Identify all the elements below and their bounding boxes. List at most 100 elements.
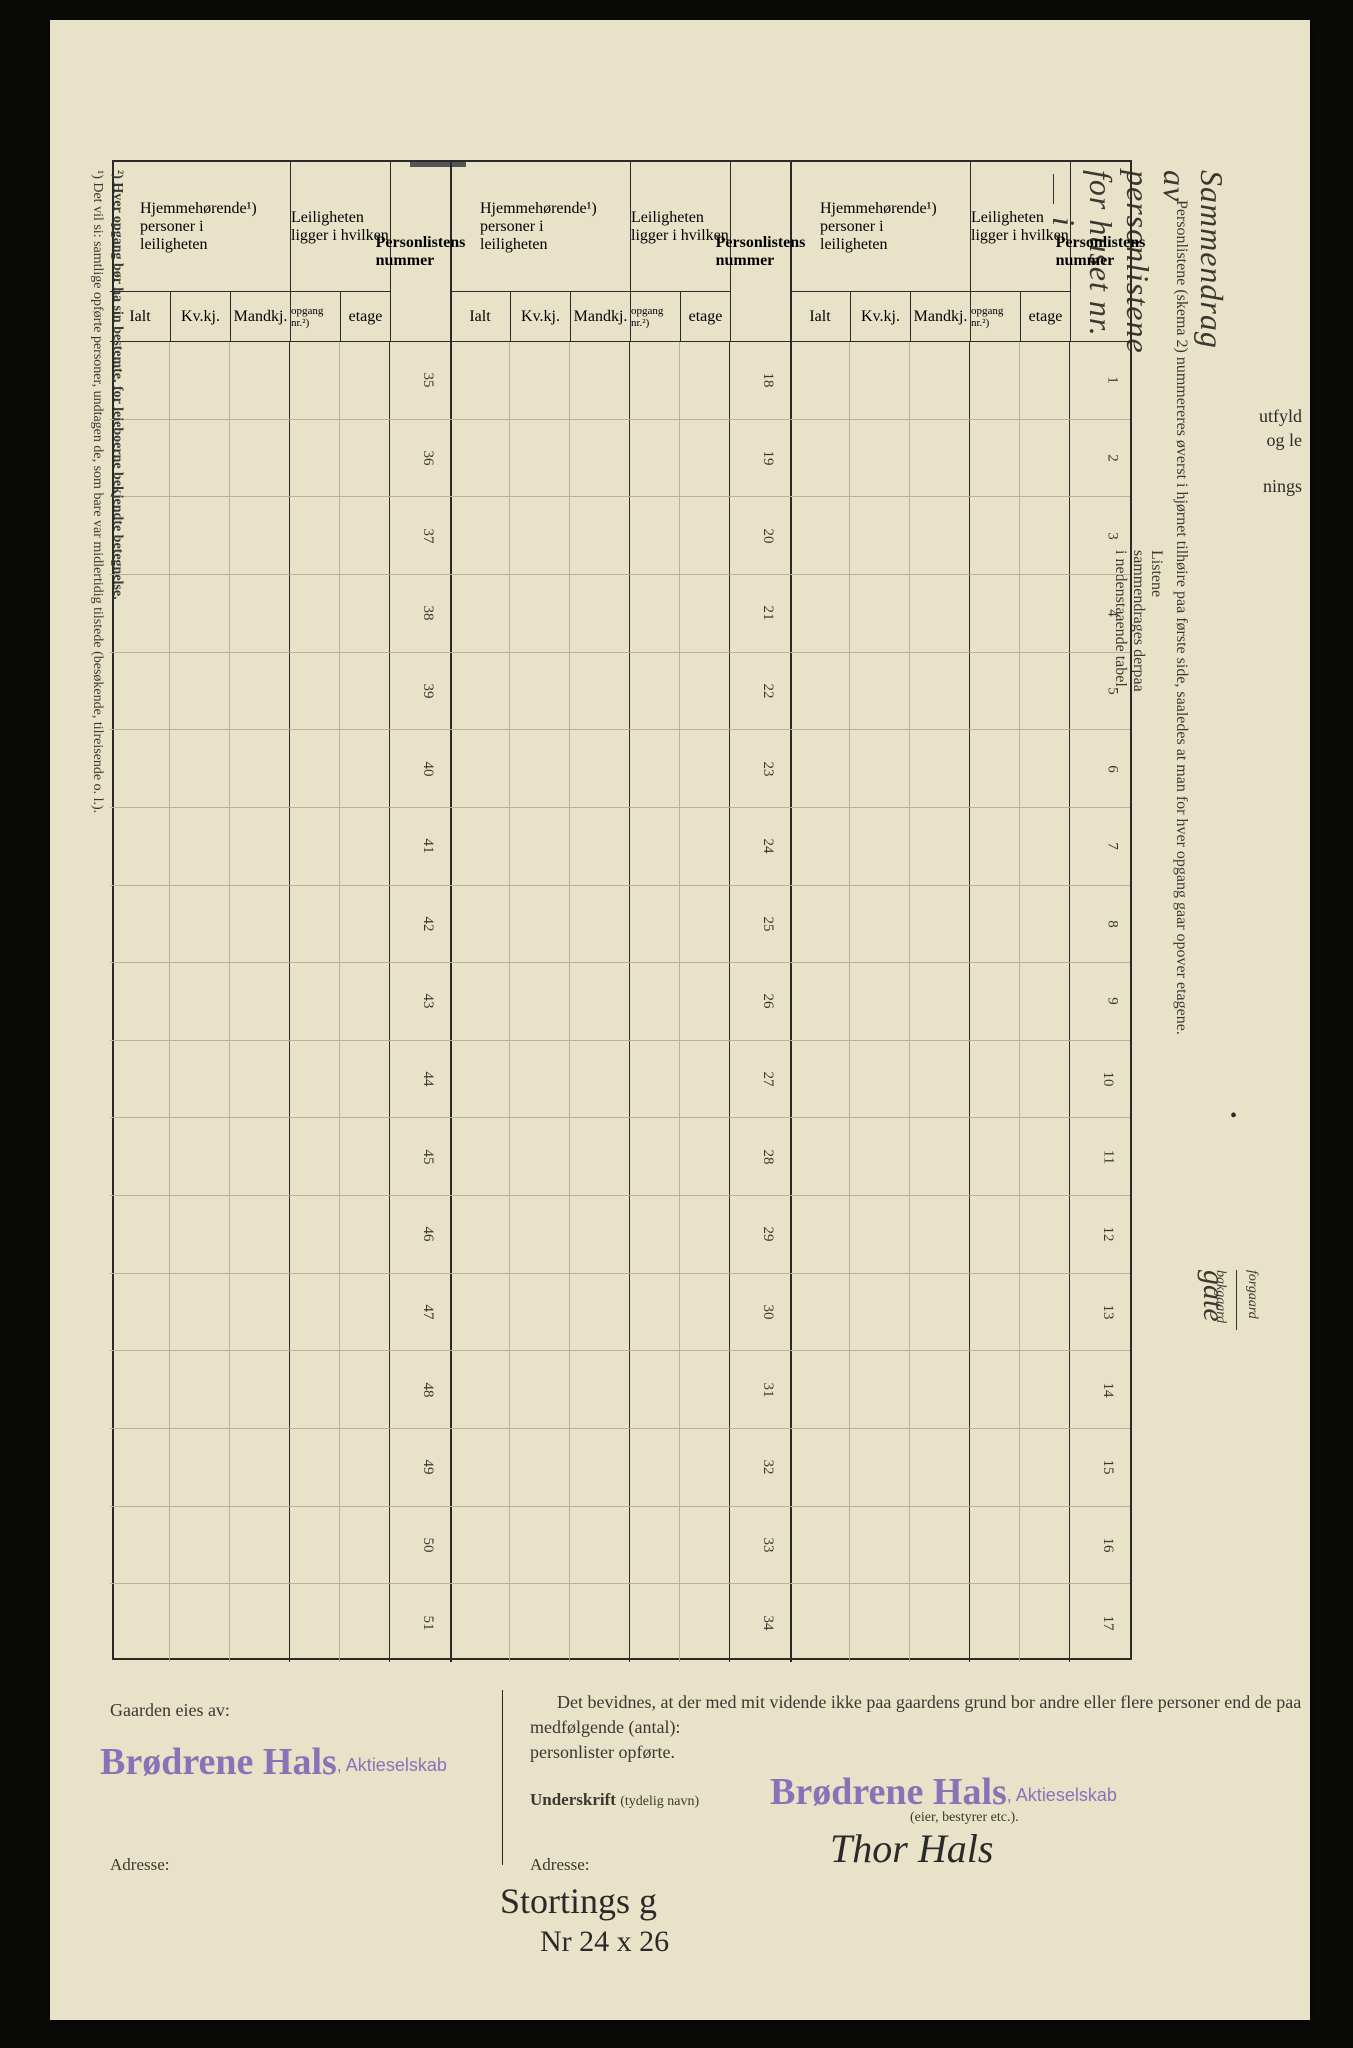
table-row: 16 <box>790 1507 1130 1585</box>
gaard-divider <box>1236 1270 1237 1330</box>
hdr-kvkj-g1: Kv.kj. <box>850 292 910 342</box>
row-number: 37 <box>419 528 436 543</box>
body-rows-g2: 1819202122232425262728293031323334 <box>450 342 790 1662</box>
table-row: 6 <box>790 730 1130 808</box>
table-row: 29 <box>450 1196 790 1274</box>
row-number: 7 <box>1103 842 1120 850</box>
edge-text-utfyld: utfyld <box>1259 406 1302 427</box>
row-number: 29 <box>759 1227 776 1242</box>
row-number: 44 <box>419 1072 436 1087</box>
hdr-opgang-g3: opgang nr.²) <box>290 292 340 342</box>
hdr-leiligheten-g3: Leiligheten ligger i hvilken <box>290 162 390 292</box>
table-row: 43 <box>110 963 450 1041</box>
table-row: 38 <box>110 575 450 653</box>
row-number: 13 <box>1099 1305 1116 1320</box>
row-number: 27 <box>759 1072 776 1087</box>
table-row: 34 <box>450 1584 790 1662</box>
owner-stamp-2: Brødrene Hals, Aktieselskab <box>770 1770 1117 1814</box>
table-row: 48 <box>110 1351 450 1429</box>
hdr-opgang-g1: opgang nr.²) <box>970 292 1020 342</box>
table-row: 21 <box>450 575 790 653</box>
table-row: 10 <box>790 1041 1130 1119</box>
table-row: 28 <box>450 1118 790 1196</box>
row-number: 15 <box>1099 1460 1116 1475</box>
row-number: 39 <box>419 683 436 698</box>
row-number: 36 <box>419 450 436 465</box>
row-number: 3 <box>1103 532 1120 540</box>
table-row: 31 <box>450 1351 790 1429</box>
hdr-etage-g3: etage <box>340 292 390 342</box>
table-row: 46 <box>110 1196 450 1274</box>
row-number: 11 <box>1099 1150 1116 1164</box>
row-number: 23 <box>759 761 776 776</box>
hdr-mandkj-g1: Mandkj. <box>910 292 970 342</box>
personlister-line: personlister opførte. <box>530 1742 675 1762</box>
row-number: 32 <box>759 1460 776 1475</box>
row-number: 48 <box>419 1382 436 1397</box>
table-row: 44 <box>110 1041 450 1119</box>
row-number: 21 <box>759 606 776 621</box>
table-row: 24 <box>450 808 790 886</box>
row-number: 50 <box>419 1538 436 1553</box>
row-number: 14 <box>1099 1382 1116 1397</box>
row-number: 33 <box>759 1538 776 1553</box>
row-number: 35 <box>419 373 436 388</box>
row-number: 46 <box>419 1227 436 1242</box>
table-row: 13 <box>790 1274 1130 1352</box>
table-row: 19 <box>450 420 790 498</box>
stamp-suffix: , Aktieselskab <box>337 1755 447 1775</box>
col-group-2: Personlistens nummer Leiligheten ligger … <box>450 162 790 1662</box>
table-row: 33 <box>450 1507 790 1585</box>
table-row: 30 <box>450 1274 790 1352</box>
row-number: 20 <box>759 528 776 543</box>
hdr-mandkj-g2: Mandkj. <box>570 292 630 342</box>
table-row: 11 <box>790 1118 1130 1196</box>
sub-instruction-1: Personlistene (skema 2) nummereres øvers… <box>1172 200 1190 1035</box>
stamp-name-2: Brødrene Hals <box>770 1771 1007 1813</box>
hdr-leiligheten-g2: Leiligheten ligger i hvilken <box>630 162 730 292</box>
forgaard-label: forgaard <box>1245 1270 1260 1319</box>
bakgaard-label: bakgaard <box>1213 1270 1228 1323</box>
gaard-labels: forgaard bakgaard <box>1212 1270 1260 1330</box>
bevidnes-line: Det bevidnes, at der med mit vidende ikk… <box>530 1692 1301 1737</box>
table-row: 51 <box>110 1584 450 1662</box>
table-row: 23 <box>450 730 790 808</box>
table-row: 17 <box>790 1584 1130 1662</box>
table-row: 26 <box>450 963 790 1041</box>
table-row: 37 <box>110 497 450 575</box>
table-row: 1 <box>790 342 1130 420</box>
row-number: 38 <box>419 606 436 621</box>
row-number: 5 <box>1103 687 1120 695</box>
adresse-label-1: Adresse: <box>110 1855 169 1875</box>
table-row: 42 <box>110 886 450 964</box>
row-number: 8 <box>1103 920 1120 928</box>
hdr-personlistens-g3: Personlistens nummer <box>390 162 450 342</box>
row-number: 41 <box>419 839 436 854</box>
stamp-name: Brødrene Hals <box>100 1741 337 1783</box>
hdr-opgang-g2: opgang nr.²) <box>630 292 680 342</box>
hdr-hjemme-g2: Hjemmehørende¹) personer i leiligheten <box>450 162 630 292</box>
row-number: 30 <box>759 1305 776 1320</box>
hdr-kvkj-g2: Kv.kj. <box>510 292 570 342</box>
row-number: 12 <box>1099 1227 1116 1242</box>
body-rows-g1: 1234567891011121314151617 <box>790 342 1130 1662</box>
row-number: 28 <box>759 1149 776 1164</box>
table-row: 40 <box>110 730 450 808</box>
table-row: 35 <box>110 342 450 420</box>
row-number: 31 <box>759 1382 776 1397</box>
table-row: 12 <box>790 1196 1130 1274</box>
row-number: 47 <box>419 1305 436 1320</box>
col-group-3: Personlistens nummer Leiligheten ligger … <box>110 162 450 1662</box>
footnote-1: ¹) Det vil si: samtlige opførte personer… <box>89 170 105 813</box>
table-row: 50 <box>110 1507 450 1585</box>
row-number: 45 <box>419 1149 436 1164</box>
hdr-personlistens-g2: Personlistens nummer <box>730 162 790 342</box>
table-row: 8 <box>790 886 1130 964</box>
summary-table: Personlistens nummer Leiligheten ligger … <box>112 160 1132 1660</box>
table-row: 47 <box>110 1274 450 1352</box>
dot-mark: • <box>1230 1105 1237 1128</box>
underskrift-label: Underskrift (tydelig navn) <box>530 1790 699 1810</box>
row-number: 26 <box>759 994 776 1009</box>
table-row: 2 <box>790 420 1130 498</box>
row-number: 25 <box>759 916 776 931</box>
